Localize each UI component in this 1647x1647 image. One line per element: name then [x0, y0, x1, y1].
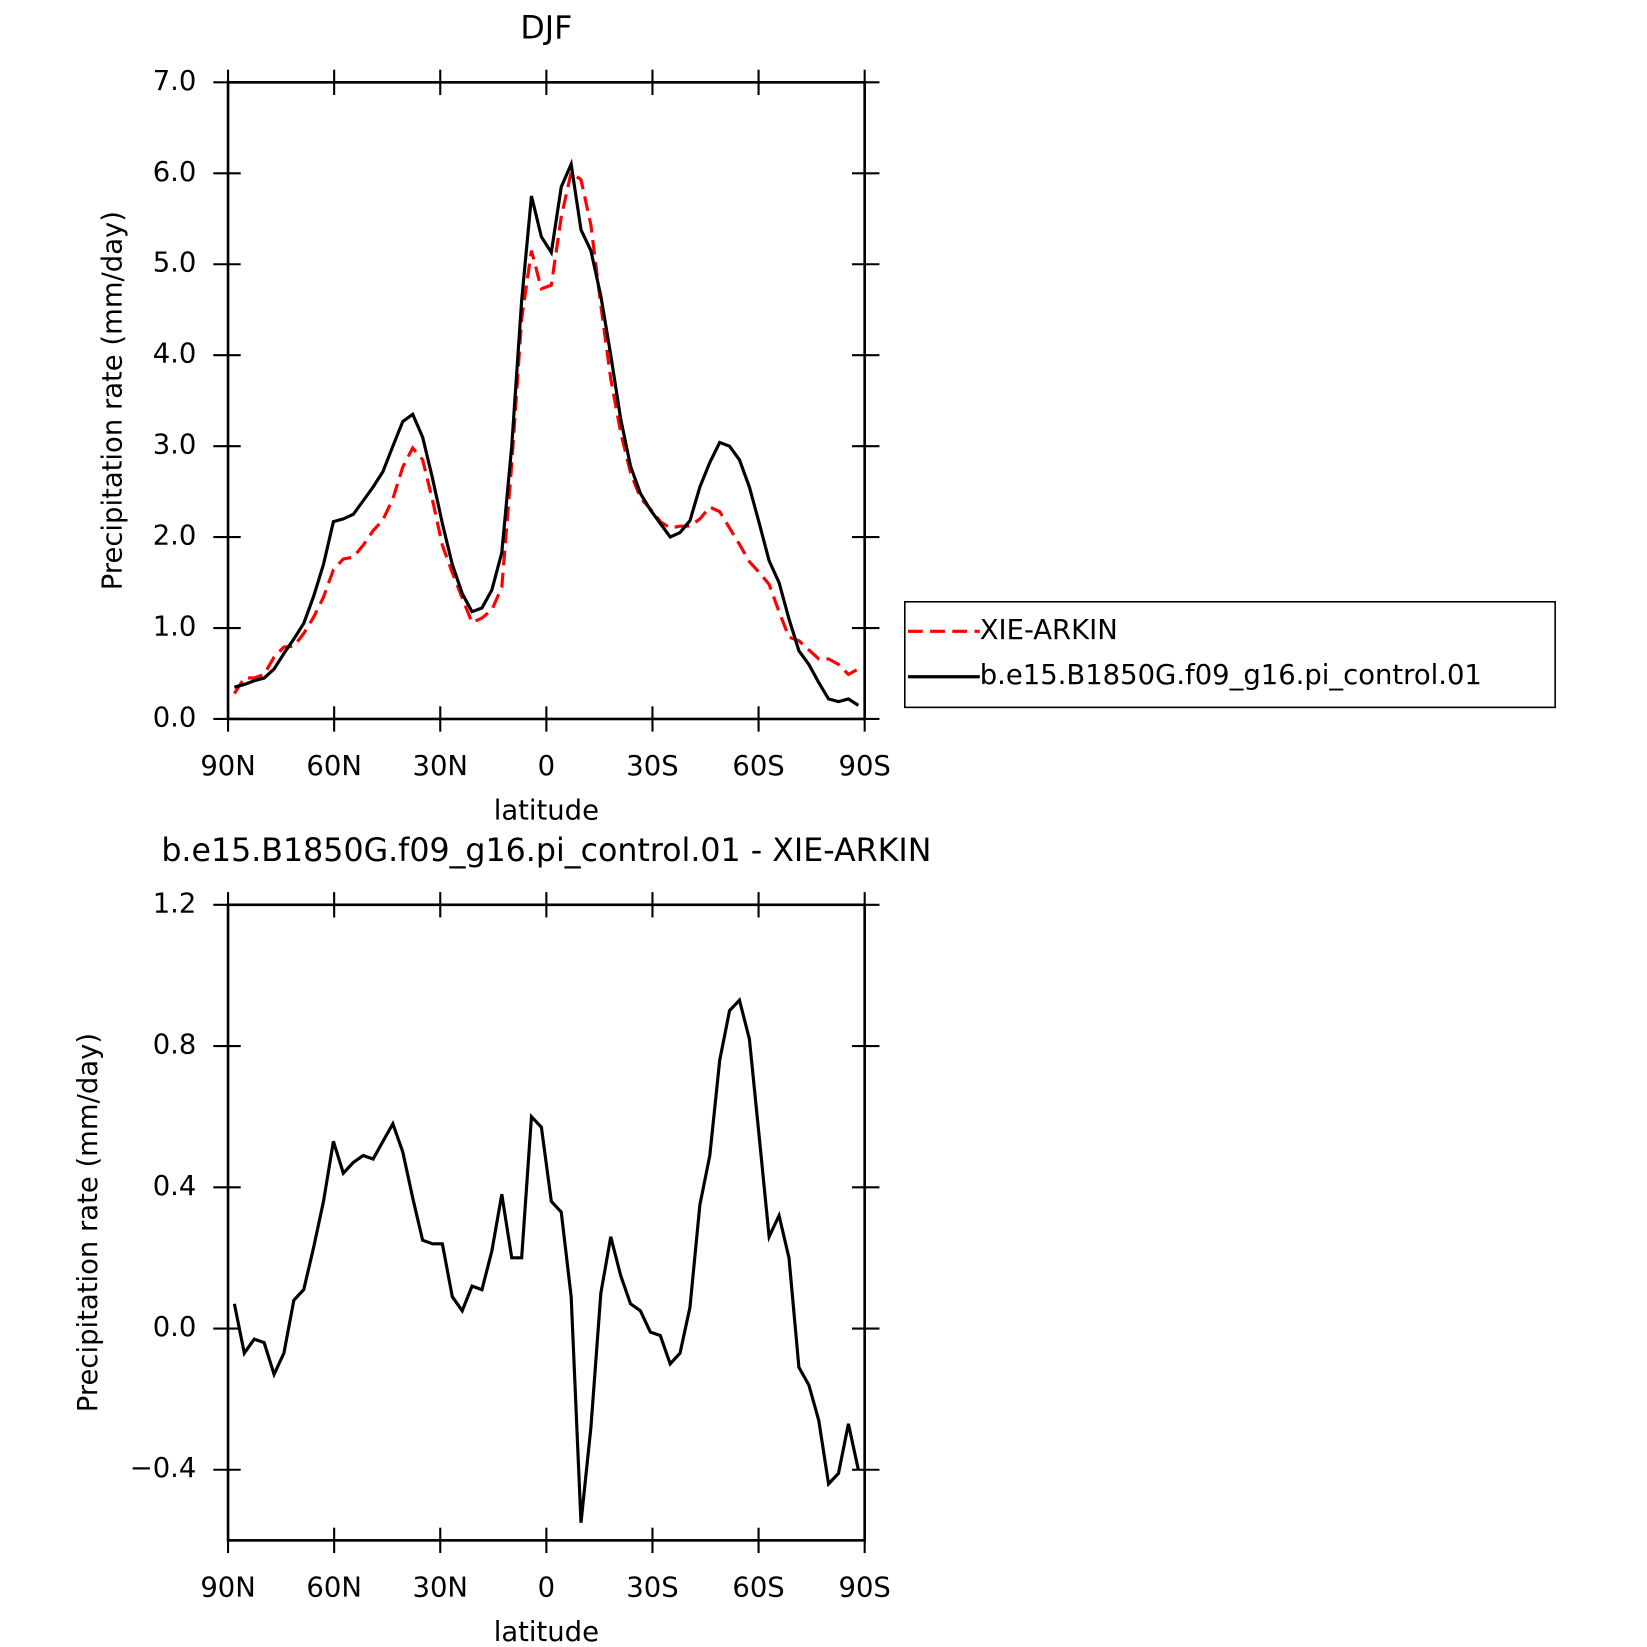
x-axis-label: latitude — [494, 795, 599, 826]
y-tick-label: 4.0 — [153, 339, 197, 370]
x-tick-label: 60S — [732, 1572, 784, 1603]
x-tick-label: 90S — [839, 751, 891, 782]
y-tick-label: 7.0 — [153, 66, 197, 97]
plot-frame — [226, 81, 866, 721]
chart-title: b.e15.B1850G.f09_g16.pi_control.01 - XIE… — [161, 833, 931, 869]
x-tick-label: 30N — [413, 751, 468, 782]
y-tick-label: 3.0 — [153, 430, 197, 461]
chart-title: DJF — [520, 11, 572, 47]
y-tick-label: 0.0 — [153, 1312, 197, 1343]
y-tick-label: 1.0 — [153, 612, 197, 643]
x-tick-label: 0 — [538, 751, 555, 782]
legend-label: XIE-ARKIN — [980, 615, 1118, 646]
x-tick-label: 60N — [306, 751, 361, 782]
x-tick-label: 60S — [732, 751, 784, 782]
x-tick-label: 30S — [626, 1572, 678, 1603]
y-tick-label: 0.0 — [153, 702, 197, 733]
y-tick-label: 6.0 — [153, 157, 197, 188]
x-tick-label: 30S — [626, 751, 678, 782]
legend-label: b.e15.B1850G.f09_g16.pi_control.01 — [980, 660, 1482, 691]
data-line — [233, 158, 860, 707]
y-tick-label: 5.0 — [153, 248, 197, 279]
y-tick-label: 1.2 — [153, 888, 197, 919]
y-axis-label: Precipitation rate (mm/day) — [98, 211, 129, 590]
y-axis-label: Precipitation rate (mm/day) — [73, 1033, 104, 1412]
x-tick-label: 90N — [200, 1572, 255, 1603]
x-tick-label: 30N — [413, 1572, 468, 1603]
y-tick-label: 2.0 — [153, 521, 197, 552]
x-tick-label: 0 — [538, 1572, 555, 1603]
x-tick-label: 90N — [200, 751, 255, 782]
x-tick-label: 60N — [306, 1572, 361, 1603]
x-tick-label: 90S — [839, 1572, 891, 1603]
y-tick-label: 0.8 — [153, 1030, 197, 1061]
legend-box — [904, 600, 1556, 709]
data-line — [232, 996, 860, 1523]
y-tick-label: −0.4 — [130, 1453, 197, 1484]
y-tick-label: 0.4 — [153, 1171, 197, 1202]
x-axis-label: latitude — [494, 1617, 599, 1647]
data-line — [233, 169, 860, 695]
